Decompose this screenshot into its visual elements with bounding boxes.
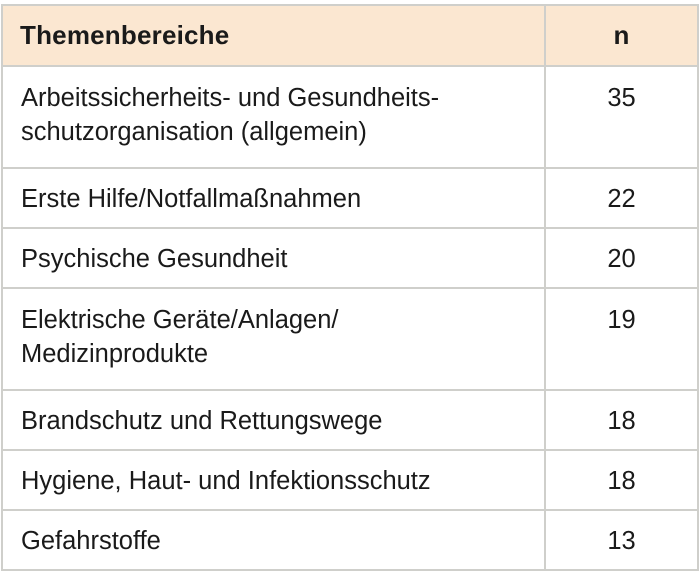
table-header-row: Themenbereiche n	[1, 4, 699, 67]
table-row: Arbeitssicherheits- und Gesundheits- sch…	[1, 65, 699, 169]
row-topic: Psychische Gesundheit	[1, 227, 546, 289]
row-topic: Brandschutz und Rettungswege	[1, 389, 546, 451]
row-topic-line1: Gefahrstoffe	[21, 527, 161, 555]
table-row: Hygiene, Haut- und Infektionsschutz 18	[1, 449, 699, 511]
row-topic-line2: schutzorganisation (allgemein)	[21, 118, 367, 146]
row-topic-line1: Erste Hilfe/Notfallmaßnahmen	[21, 185, 362, 213]
table-row: Psychische Gesundheit 20	[1, 227, 699, 289]
topics-table: Themenbereiche n Arbeitssicherheits- und…	[1, 4, 699, 571]
table-row: Elektrische Geräte/Anlagen/ Medizinprodu…	[1, 287, 699, 391]
row-topic: Hygiene, Haut- und Infektionsschutz	[1, 449, 546, 511]
row-topic-line2: Medizinprodukte	[21, 340, 209, 368]
row-count: 19	[544, 287, 699, 391]
row-count: 18	[544, 389, 699, 451]
header-n: n	[544, 4, 699, 67]
table-row: Gefahrstoffe 13	[1, 509, 699, 571]
row-count: 22	[544, 167, 699, 229]
row-topic: Erste Hilfe/Notfallmaßnahmen	[1, 167, 546, 229]
row-count: 35	[544, 65, 699, 169]
row-topic-line1: Arbeitssicherheits- und Gesundheits-	[21, 84, 440, 112]
row-topic-line1: Psychische Gesundheit	[21, 245, 288, 273]
header-topic: Themenbereiche	[1, 4, 546, 67]
row-count: 13	[544, 509, 699, 571]
table-row: Brandschutz und Rettungswege 18	[1, 389, 699, 451]
row-topic-line1: Elektrische Geräte/Anlagen/	[21, 306, 339, 334]
row-count: 18	[544, 449, 699, 511]
table-row: Erste Hilfe/Notfallmaßnahmen 22	[1, 167, 699, 229]
row-topic: Gefahrstoffe	[1, 509, 546, 571]
row-topic-line1: Brandschutz und Rettungswege	[21, 407, 383, 435]
row-topic: Arbeitssicherheits- und Gesundheits- sch…	[1, 65, 546, 169]
row-topic: Elektrische Geräte/Anlagen/ Medizinprodu…	[1, 287, 546, 391]
row-count: 20	[544, 227, 699, 289]
row-topic-line1: Hygiene, Haut- und Infektionsschutz	[21, 467, 431, 495]
